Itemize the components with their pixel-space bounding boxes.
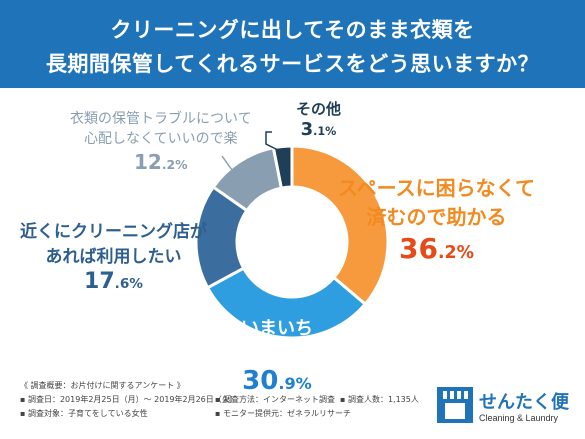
pct-space-saving: 36.2%	[338, 232, 535, 265]
label-storage-worry: 衣類の保管トラブルについて 心配しなくていいので楽 12.2%	[70, 108, 252, 174]
pct-unsure-dec: .9%	[278, 374, 312, 393]
slice-space-saving	[290, 144, 390, 307]
pct-nearby-store-main: 17	[84, 269, 115, 294]
laundry-logo-icon	[437, 387, 473, 423]
pct-storage-worry-dec: .2%	[161, 157, 188, 172]
pct-space-saving-dec: .2%	[437, 243, 475, 263]
survey-footer: 《 調査概要：お片付けに関するアンケート 》 ▪ 調査日：2019年2月25日（…	[20, 380, 420, 422]
slice-other	[271, 144, 294, 190]
title-line-1: クリーニングに出してそのまま衣類を	[110, 18, 475, 42]
label-unsure-line1: いまいち	[241, 318, 313, 339]
survey-title: 《 調査概要：お片付けに関するアンケート 》	[20, 381, 185, 390]
title-line-2: 長期間保管してくれるサービスをどう思いますか？	[45, 52, 540, 76]
pct-nearby-store: 17.6%	[20, 269, 207, 294]
label-storage-worry-line2: 心配しなくていいので楽	[84, 131, 238, 147]
label-unsure: いまいち わからない 30.9%	[232, 314, 322, 396]
brand-logo: せんたく便 Cleaning & Laundry	[437, 387, 569, 427]
pct-other: 3.1%	[296, 119, 341, 140]
leader-line-storage-worry	[221, 155, 233, 171]
pct-space-saving-main: 36	[398, 232, 438, 265]
survey-date: ▪ 調査日：2019年2月25日（月）〜 2019年2月26日（火）	[20, 395, 238, 404]
donut-chart	[194, 131, 390, 340]
label-nearby-store-line1: 近くにクリーニング店が	[20, 222, 207, 242]
survey-target: ▪ 調査対象：子育てをしている女性	[20, 409, 148, 418]
pct-nearby-store-dec: .6%	[114, 276, 143, 292]
title-banner: クリーニングに出してそのまま衣類を 長期間保管してくれるサービスをどう思いますか…	[0, 0, 585, 88]
label-other-line1: その他	[296, 100, 342, 118]
label-unsure-line2: わからない	[232, 344, 322, 365]
pct-storage-worry-main: 12	[134, 150, 162, 174]
label-space-saving-line2: 済むので助かる	[366, 205, 507, 229]
survey-row-2: ▪ 調査対象：子育てをしている女性 ▪ モニター提供元：ゼネラルリサーチ	[20, 408, 420, 419]
pct-unsure: 30.9%	[232, 366, 322, 396]
leader-line-other	[265, 131, 279, 151]
label-space-saving: スペースに困らなくて 済むので助かる 36.2%	[338, 172, 535, 265]
survey-count: ▪ 調査人数：1,135人	[340, 395, 419, 404]
pct-other-dec: .1%	[313, 125, 337, 138]
survey-provider: ▪ モニター提供元：ゼネラルリサーチ	[215, 409, 351, 418]
survey-method: ▪ 調査方法：インターネット調査	[215, 395, 335, 404]
label-nearby-store: 近くにクリーニング店が あれば利用したい 17.6%	[20, 217, 207, 294]
pct-unsure-main: 30	[242, 366, 279, 396]
label-other: その他 3.1%	[296, 98, 341, 140]
pct-other-main: 3	[300, 119, 314, 140]
pct-storage-worry: 12.2%	[70, 150, 252, 174]
survey-row-1: ▪ 調査日：2019年2月25日（月）〜 2019年2月26日（火） ▪ 調査方…	[20, 394, 420, 405]
brand-subtitle: Cleaning & Laundry	[479, 413, 559, 423]
label-nearby-store-line2: あれば利用したい	[45, 247, 182, 267]
brand-name: せんたく便	[479, 392, 569, 413]
label-storage-worry-line1: 衣類の保管トラブルについて	[70, 111, 252, 127]
label-space-saving-line1: スペースに困らなくて	[338, 176, 535, 200]
slice-unsure	[205, 266, 368, 340]
